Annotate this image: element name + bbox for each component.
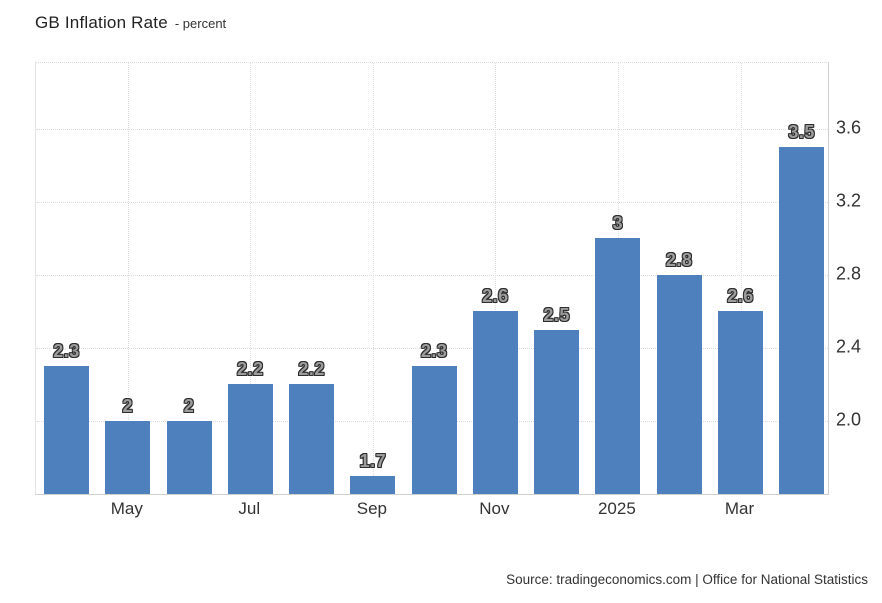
y-axis-tick-label: 3.2	[836, 190, 862, 211]
bar-value-label: 2.2	[237, 359, 264, 380]
inflation-bar[interactable]	[44, 366, 89, 494]
y-axis-tick-label: 2.0	[836, 409, 862, 430]
source-attribution: Source: tradingeconomics.com | Office fo…	[506, 572, 868, 587]
bar-value-label: 2	[122, 395, 134, 416]
inflation-bar[interactable]	[105, 420, 151, 494]
inflation-bar[interactable]	[472, 311, 518, 494]
vertical-gridline	[372, 63, 374, 494]
inflation-bar[interactable]	[595, 238, 641, 494]
vertical-gridline	[740, 63, 742, 494]
plot-area: 2.3 2 2 2.2 2.2 1.7 2.3 2.6 2.5 3 2.8 2.6 3.5	[35, 62, 829, 495]
x-axis-tick-label: 2025	[597, 499, 636, 518]
horizontal-gridline	[36, 201, 828, 203]
vertical-gridline	[127, 63, 129, 494]
inflation-bar[interactable]	[411, 366, 457, 494]
vertical-gridline	[495, 63, 497, 494]
chart-subtitle: - percent	[174, 16, 227, 31]
horizontal-gridline	[36, 347, 828, 349]
bar-value-label: 2.6	[482, 286, 509, 307]
horizontal-gridline	[36, 274, 828, 276]
chart-title-text: GB Inflation Rate	[35, 13, 168, 32]
x-axis-tick-label: Sep	[356, 499, 388, 518]
chart-title: GB Inflation Rate - percent	[35, 13, 226, 33]
bar-value-label: 2.3	[420, 341, 448, 362]
x-axis-tick-label: May	[110, 499, 143, 518]
x-axis-tick-label: Nov	[479, 499, 510, 518]
inflation-bar[interactable]	[289, 384, 335, 494]
vertical-gridline	[250, 63, 252, 494]
x-axis-tick-label: Mar	[724, 499, 755, 518]
inflation-bar[interactable]	[227, 384, 273, 494]
bar-value-label: 2.5	[543, 304, 570, 325]
bar-value-label: 2.3	[53, 341, 80, 362]
inflation-bar[interactable]	[718, 311, 763, 494]
inflation-bar[interactable]	[779, 147, 825, 494]
y-axis-tick-label: 2.4	[836, 336, 862, 357]
y-axis-tick-label: 3.6	[836, 117, 862, 138]
bar-value-label: 2.6	[727, 286, 754, 307]
y-axis-tick-label: 2.8	[836, 263, 862, 284]
inflation-bar[interactable]	[534, 329, 580, 494]
inflation-bar[interactable]	[656, 274, 702, 494]
bar-value-label: 3.5	[788, 122, 815, 142]
x-axis-tick-label: Jul	[238, 499, 261, 518]
bar-value-label: 3	[612, 213, 624, 234]
horizontal-gridline	[36, 128, 828, 130]
bar-value-label: 2	[183, 395, 195, 416]
inflation-bar[interactable]	[166, 420, 212, 494]
bar-value-label: 1.7	[359, 450, 387, 471]
inflation-bar[interactable]	[350, 475, 396, 494]
bar-value-label: 2.2	[298, 359, 325, 380]
bar-value-label: 2.8	[665, 249, 693, 270]
